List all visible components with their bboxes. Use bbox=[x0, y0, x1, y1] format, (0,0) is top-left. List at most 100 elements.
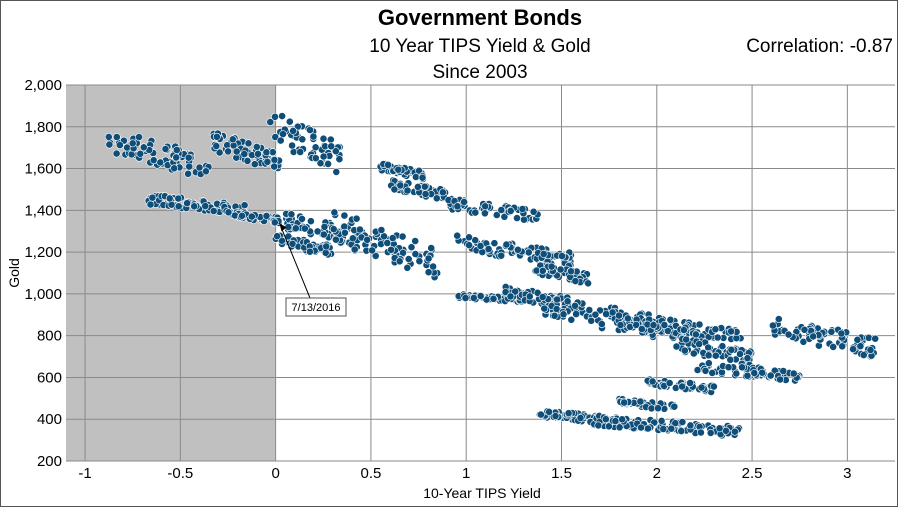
y-axis-ticks: 200 400 600 800 1,000 1,200 1,400 1,600 1,800 2,0… bbox=[24, 77, 62, 470]
x-tick-label: 3 bbox=[843, 465, 851, 482]
data-point bbox=[418, 173, 427, 182]
data-point bbox=[637, 423, 645, 432]
data-point bbox=[377, 226, 386, 234]
data-point bbox=[591, 310, 600, 319]
data-point bbox=[567, 267, 575, 276]
data-point bbox=[305, 247, 314, 256]
x-tick-label: 1 bbox=[462, 465, 470, 482]
data-point bbox=[340, 228, 349, 237]
data-point bbox=[736, 350, 744, 358]
data-point bbox=[128, 139, 137, 148]
data-point bbox=[394, 165, 403, 174]
data-point bbox=[654, 404, 662, 413]
data-point bbox=[594, 421, 603, 430]
data-point bbox=[453, 231, 462, 240]
data-point bbox=[665, 379, 674, 387]
data-point bbox=[506, 206, 515, 215]
data-point bbox=[576, 414, 585, 422]
data-point bbox=[469, 293, 478, 302]
data-point bbox=[572, 310, 580, 318]
data-point bbox=[340, 211, 349, 220]
data-point bbox=[551, 412, 560, 420]
data-point bbox=[319, 134, 328, 143]
data-point bbox=[481, 202, 490, 211]
data-point bbox=[136, 149, 145, 158]
data-point bbox=[139, 143, 148, 152]
data-point bbox=[324, 159, 332, 168]
data-point bbox=[480, 209, 489, 218]
y-tick-label: 200 bbox=[37, 453, 62, 470]
data-point bbox=[390, 185, 399, 194]
data-point bbox=[270, 155, 279, 164]
data-point bbox=[279, 130, 287, 138]
data-point bbox=[871, 334, 880, 343]
data-point bbox=[296, 148, 305, 156]
data-point bbox=[743, 371, 752, 380]
x-tick-label: 1.5 bbox=[551, 465, 572, 482]
data-point bbox=[476, 292, 485, 300]
data-point bbox=[262, 211, 271, 220]
data-point bbox=[461, 294, 470, 302]
data-point bbox=[550, 311, 559, 320]
data-point bbox=[584, 279, 592, 288]
data-point bbox=[789, 369, 798, 378]
data-point bbox=[172, 153, 181, 162]
data-point bbox=[403, 263, 412, 272]
data-point bbox=[263, 157, 272, 166]
data-point bbox=[838, 342, 847, 351]
data-point bbox=[537, 410, 545, 419]
data-point bbox=[270, 218, 279, 227]
x-tick-label: 2 bbox=[653, 465, 661, 482]
data-point bbox=[424, 268, 433, 277]
data-point bbox=[278, 112, 286, 120]
data-point bbox=[538, 293, 547, 301]
data-point bbox=[330, 208, 339, 217]
data-point bbox=[809, 332, 818, 341]
data-point bbox=[368, 246, 376, 255]
data-point bbox=[465, 233, 473, 242]
data-point bbox=[266, 118, 275, 126]
data-point bbox=[327, 142, 336, 151]
data-point bbox=[104, 132, 113, 141]
y-tick-label: 1,400 bbox=[24, 202, 62, 219]
data-point bbox=[853, 335, 862, 344]
data-point bbox=[511, 287, 520, 296]
data-point bbox=[377, 240, 385, 248]
data-point bbox=[545, 407, 553, 416]
data-point bbox=[697, 383, 706, 392]
data-point bbox=[713, 333, 722, 342]
x-tick-label: 0.5 bbox=[360, 465, 381, 482]
data-point bbox=[320, 222, 329, 231]
chart-subtitle: 10 Year TIPS Yield & Gold bbox=[369, 36, 590, 57]
data-point bbox=[413, 182, 422, 191]
data-point bbox=[644, 424, 652, 433]
data-point bbox=[240, 150, 249, 158]
data-point bbox=[326, 135, 335, 144]
data-point bbox=[529, 207, 538, 216]
data-point bbox=[624, 314, 632, 323]
data-point bbox=[415, 257, 424, 266]
x-tick-label: -0.5 bbox=[167, 465, 193, 482]
data-point bbox=[311, 154, 320, 163]
data-point bbox=[184, 169, 192, 178]
data-point bbox=[228, 135, 237, 144]
data-point bbox=[743, 354, 752, 363]
data-point bbox=[411, 250, 420, 258]
data-point bbox=[465, 241, 473, 250]
data-point bbox=[298, 135, 307, 144]
y-tick-label: 2,000 bbox=[24, 77, 62, 94]
data-point bbox=[156, 158, 165, 167]
data-point bbox=[667, 424, 676, 433]
data-point bbox=[244, 139, 253, 148]
x-tick-label: -1 bbox=[78, 465, 91, 482]
data-point bbox=[779, 367, 788, 375]
y-axis-label: Gold bbox=[6, 258, 22, 288]
data-point bbox=[172, 146, 181, 154]
data-point bbox=[680, 346, 689, 355]
data-point bbox=[276, 136, 285, 145]
data-point bbox=[254, 149, 262, 158]
annotation-arrow bbox=[279, 223, 311, 299]
data-point bbox=[335, 155, 344, 164]
annotation-label: 7/13/2016 bbox=[292, 302, 341, 314]
data-point bbox=[637, 325, 646, 333]
